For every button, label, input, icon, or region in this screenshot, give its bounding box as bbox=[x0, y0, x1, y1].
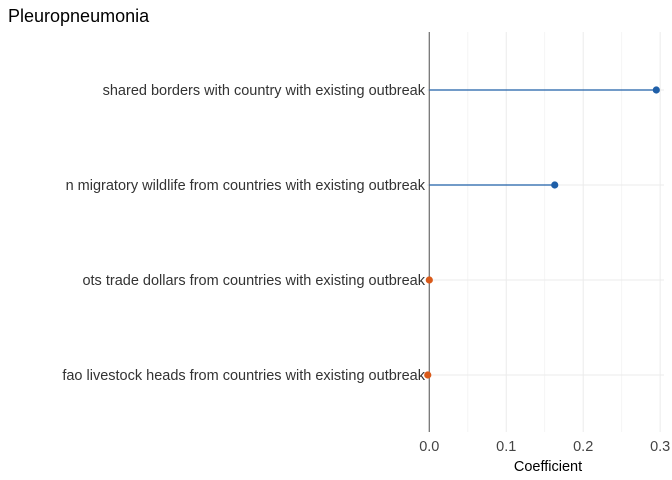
x-axis-ticks: 0.0 0.1 0.2 0.3 bbox=[419, 439, 670, 455]
grid bbox=[427, 32, 664, 432]
lollipop-point bbox=[425, 276, 433, 284]
x-axis-tick-label: 0.1 bbox=[496, 439, 516, 455]
lollipop-points bbox=[424, 86, 660, 379]
y-axis-category-label: n migratory wildlife from countries with… bbox=[66, 178, 426, 194]
lollipop-point bbox=[551, 181, 559, 189]
x-axis-tick-label: 0.2 bbox=[573, 439, 593, 455]
x-axis-tick-label: 0.0 bbox=[419, 439, 439, 455]
chart-title: Pleuropneumonia bbox=[8, 6, 150, 26]
y-axis-category-label: shared borders with country with existin… bbox=[103, 83, 426, 99]
x-axis-tick-label: 0.3 bbox=[650, 439, 670, 455]
y-axis-category-label: fao livestock heads from countries with … bbox=[62, 368, 425, 384]
lollipop-point bbox=[424, 371, 432, 379]
lollipop-point bbox=[652, 86, 660, 94]
y-axis-labels: shared borders with country with existin… bbox=[62, 83, 425, 384]
x-axis-title: Coefficient bbox=[514, 459, 582, 475]
y-axis-category-label: ots trade dollars from countries with ex… bbox=[82, 273, 425, 289]
